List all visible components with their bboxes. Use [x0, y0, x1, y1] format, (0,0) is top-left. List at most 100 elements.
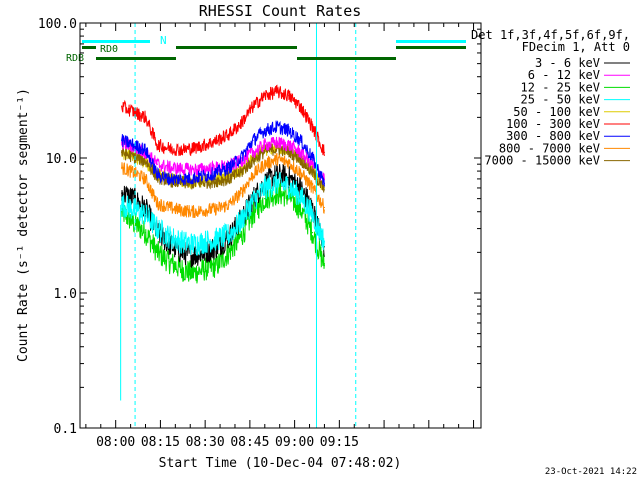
series-line-5: [121, 84, 325, 157]
data-point: [300, 172, 302, 174]
data-point: [204, 175, 206, 177]
data-point: [121, 166, 123, 169]
data-point: [264, 163, 266, 165]
rdb-bar-1: [297, 57, 396, 60]
data-point: [300, 151, 302, 153]
data-point: [121, 139, 123, 141]
data-point: [216, 172, 218, 174]
data-point: [252, 151, 254, 153]
data-point: [288, 185, 290, 187]
data-point: [300, 187, 302, 189]
data-point: [252, 139, 254, 141]
data-point: [168, 261, 170, 263]
data-point: [264, 129, 266, 131]
legend: Det 1f,3f,4f,5f,6f,9f, FDecim 1, Att 0 3…: [471, 28, 630, 168]
data-point: [180, 178, 182, 180]
data-point: [121, 204, 123, 206]
rdb-bar-0: [96, 57, 176, 60]
data-point: [156, 228, 158, 230]
data-point: [264, 150, 266, 152]
data-point: [311, 232, 314, 234]
data-point: [276, 182, 278, 184]
data-point: [216, 246, 218, 248]
data-point: [264, 187, 266, 189]
data-point: [168, 206, 170, 209]
data-point: [121, 106, 123, 108]
data-point: [288, 144, 290, 146]
data-point: [216, 180, 218, 182]
x-axis: 08:00 08:15 08:30 08:45 09:00 09:15: [85, 23, 475, 450]
data-point: [133, 172, 135, 174]
data-point: [180, 241, 182, 243]
data-point: [228, 234, 230, 236]
data-point: [144, 178, 147, 180]
data-point: [133, 156, 135, 158]
series-line-7: [121, 152, 325, 219]
data-point: [144, 149, 147, 151]
data-point: [168, 147, 170, 149]
attenuator-label-n: N: [160, 34, 167, 47]
data-point: [311, 214, 314, 216]
data-point: [156, 144, 158, 146]
data-point: [311, 157, 314, 159]
data-point: [228, 133, 230, 135]
data-point: [180, 168, 182, 170]
series-line-2: [121, 182, 325, 284]
data-point: [216, 238, 218, 240]
legend-label: 12 - 25 keV: [521, 80, 600, 94]
n-mode-bar-1: [396, 40, 466, 43]
data-point: [323, 241, 325, 243]
data-point: [252, 174, 254, 176]
plot-timestamp: 23-Oct-2021 14:22: [545, 467, 637, 477]
data-point: [323, 264, 325, 266]
y-tick-label: 100.0: [38, 17, 77, 32]
x-tick-label: 08:45: [230, 435, 269, 450]
data-point: [121, 151, 123, 153]
data-point: [180, 209, 182, 211]
data-point: [264, 144, 266, 146]
y-tick-label: 10.0: [46, 152, 77, 167]
data-point: [311, 172, 314, 174]
chart-title: RHESSI Count Rates: [199, 2, 362, 20]
data-point: [252, 214, 254, 216]
data-point: [240, 122, 242, 125]
data-point: [288, 129, 290, 131]
data-point: [168, 178, 170, 180]
data-point: [156, 202, 158, 205]
data-point: [300, 139, 302, 141]
x-tick-label: 08:15: [141, 435, 180, 450]
plot-frame: [79, 22, 482, 429]
series-group: [120, 84, 325, 401]
data-point: [180, 268, 182, 270]
data-point: [228, 178, 230, 180]
data-point: [133, 144, 135, 146]
data-point: [264, 198, 266, 200]
data-point: [204, 144, 206, 146]
data-point: [204, 209, 206, 211]
data-point: [300, 195, 302, 197]
attenuator-label-rd0: RD0: [100, 44, 118, 55]
data-point: [192, 177, 194, 179]
data-point: [252, 159, 254, 161]
legend-label: 300 - 800 keV: [506, 129, 600, 143]
data-point: [204, 268, 206, 270]
data-point: [168, 236, 170, 238]
n-mode-bar-0: [82, 40, 150, 43]
data-point: [156, 163, 158, 165]
data-point: [240, 157, 242, 159]
y-axis-label: Count Rate (s⁻¹ detector segment⁻¹): [16, 88, 31, 362]
data-point: [240, 236, 242, 238]
data-point: [311, 187, 314, 189]
y-tick-label: 0.1: [54, 422, 77, 437]
data-point: [276, 158, 278, 160]
data-point: [121, 211, 123, 213]
data-point: [323, 189, 325, 191]
data-point: [144, 214, 147, 216]
legend-label: 3 - 6 keV: [535, 56, 600, 70]
data-point: [156, 251, 158, 253]
x-tick-label: 09:15: [320, 435, 359, 450]
data-point: [192, 169, 194, 171]
data-point: [204, 241, 206, 243]
rd0-bar-2: [396, 46, 466, 49]
